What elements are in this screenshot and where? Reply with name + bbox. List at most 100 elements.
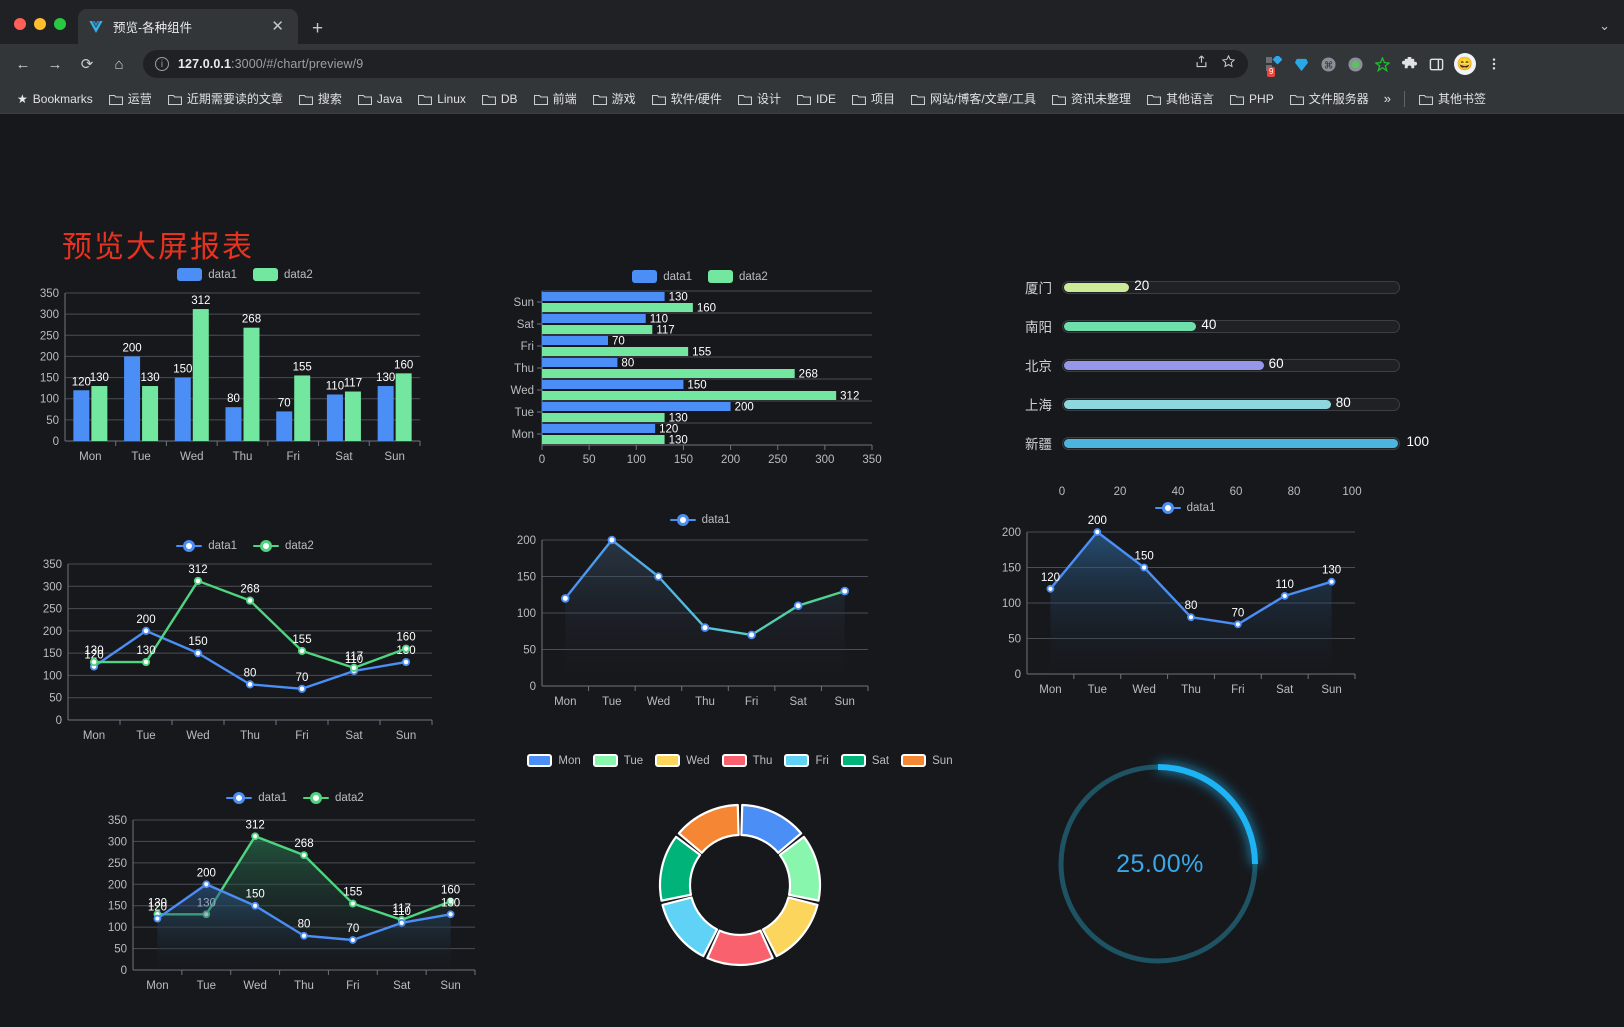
svg-text:200: 200 <box>122 342 141 354</box>
legend-item[interactable]: Tue <box>592 754 643 767</box>
close-tab-button[interactable]: ✕ <box>271 18 284 35</box>
svg-text:50: 50 <box>114 944 127 956</box>
svg-text:80: 80 <box>1185 600 1198 612</box>
star-outline-green-icon[interactable] <box>1373 55 1391 73</box>
bookmark-folder[interactable]: 前端 <box>527 87 584 110</box>
donut-segment[interactable] <box>661 896 719 958</box>
legend-item[interactable]: Mon <box>527 754 581 767</box>
legend-item[interactable]: data1 <box>669 514 730 526</box>
svg-text:70: 70 <box>612 336 625 348</box>
bookmark-folder[interactable]: 运营 <box>102 87 159 110</box>
svg-text:Wed: Wed <box>243 980 266 992</box>
grid-blue-icon[interactable]: 9 <box>1265 55 1283 77</box>
svg-text:60: 60 <box>1230 486 1243 498</box>
legend-item[interactable]: data1 <box>176 540 237 552</box>
svg-text:200: 200 <box>40 351 59 363</box>
bookmark-folder[interactable]: Linux <box>411 89 473 109</box>
url-host: 127.0.0.1 <box>178 57 232 71</box>
svg-text:Fri: Fri <box>346 980 359 992</box>
back-button[interactable]: ← <box>15 55 31 73</box>
chart-area-right: data1 0 50 100 150 200 120 200 150 80 70 110 130 Mon… <box>985 500 1385 715</box>
svg-text:130: 130 <box>148 897 167 909</box>
legend-item[interactable]: data2 <box>708 270 768 283</box>
donut-segment[interactable] <box>706 929 774 967</box>
svg-text:300: 300 <box>815 454 834 466</box>
legend-item[interactable]: data1 <box>632 270 692 283</box>
bookmark-star-icon[interactable] <box>1221 54 1236 74</box>
legend-item[interactable]: Fri <box>784 754 829 767</box>
folder-icon <box>418 93 433 105</box>
bookmark-label: 游戏 <box>611 92 636 106</box>
donut-segment[interactable] <box>740 803 803 854</box>
bookmark-folder[interactable]: IDE <box>790 89 843 109</box>
vue-icon <box>88 19 104 35</box>
reload-button[interactable]: ⟳ <box>80 56 94 73</box>
legend-item[interactable]: Sun <box>901 754 953 767</box>
donut-segment[interactable] <box>761 896 819 958</box>
legend-item[interactable]: data1 <box>226 792 287 804</box>
puzzle-icon[interactable] <box>1400 55 1418 73</box>
svg-text:Tue: Tue <box>515 407 534 419</box>
diamond-icon[interactable] <box>1292 55 1310 73</box>
bookmarks-overflow-button[interactable]: » <box>1383 91 1391 106</box>
bookmark-folder[interactable]: 资讯未整理 <box>1045 87 1138 110</box>
forward-button[interactable]: → <box>47 55 63 73</box>
minimize-window-button[interactable] <box>34 18 46 30</box>
bookmark-folder[interactable]: DB <box>475 89 525 109</box>
legend-item[interactable]: data2 <box>253 268 313 281</box>
legend-swatch <box>721 754 747 767</box>
svg-text:200: 200 <box>197 867 216 879</box>
bookmark-folder[interactable]: 设计 <box>731 87 788 110</box>
bookmark-folder[interactable]: 游戏 <box>586 87 643 110</box>
legend-item[interactable]: data1 <box>177 268 237 281</box>
bookmark-manager-item[interactable]: ★ Bookmarks <box>10 89 100 109</box>
svg-text:117: 117 <box>345 651 363 663</box>
browser-tab[interactable]: 预览-各种组件 ✕ <box>78 9 298 44</box>
svg-text:100: 100 <box>627 454 646 466</box>
svg-text:Sun: Sun <box>440 980 460 992</box>
bookmark-folder[interactable]: 网站/博客/文章/工具 <box>904 87 1043 110</box>
bookmark-folder[interactable]: 软件/硬件 <box>645 87 729 110</box>
bookmark-folder[interactable]: 近期需要读的文章 <box>161 87 290 110</box>
home-button[interactable]: ⌂ <box>114 55 124 73</box>
bookmark-folder[interactable]: 项目 <box>845 87 902 110</box>
donut-segment[interactable] <box>658 835 702 902</box>
other-bookmarks-folder[interactable]: 其他书签 <box>1412 87 1493 110</box>
address-bar[interactable]: i 127.0.0.1:3000/#/chart/preview/9 <box>143 50 1248 78</box>
folder-icon <box>592 93 607 105</box>
maximize-window-button[interactable] <box>54 18 66 30</box>
green-dot-icon[interactable] <box>1346 55 1364 73</box>
svg-text:150: 150 <box>246 889 265 901</box>
legend-item[interactable]: data2 <box>253 540 314 552</box>
bookmark-folder[interactable]: 文件服务器 <box>1283 87 1376 110</box>
site-info-icon[interactable]: i <box>155 57 169 71</box>
bookmark-folder[interactable]: Java <box>351 89 409 109</box>
bookmark-folder[interactable]: PHP <box>1223 89 1281 109</box>
bookmark-label: 项目 <box>870 92 895 106</box>
donut-segment[interactable] <box>677 803 740 854</box>
legend-item[interactable]: Thu <box>721 754 772 767</box>
legend-item[interactable]: data1 <box>1154 502 1215 514</box>
legend-item[interactable]: data2 <box>303 792 364 804</box>
legend-item[interactable]: Sat <box>840 754 889 767</box>
sidepanel-icon[interactable] <box>1427 55 1445 73</box>
chart-line-left: data1 data2 0 50 100 150 200 250 300 350 120 200 1… <box>20 536 470 756</box>
progress-label: 新疆 <box>1025 437 1052 452</box>
kebab-menu-icon[interactable] <box>1485 55 1503 73</box>
legend: data1 data2 <box>85 792 505 804</box>
svg-text:120: 120 <box>148 902 167 914</box>
window-controls[interactable] <box>0 18 78 44</box>
legend-item[interactable]: Wed <box>655 754 710 767</box>
close-window-button[interactable] <box>14 18 26 30</box>
command-circle-icon[interactable]: ⌘ <box>1319 55 1337 73</box>
svg-text:268: 268 <box>242 314 261 326</box>
bookmark-label: IDE <box>815 91 836 106</box>
new-tab-button[interactable]: + <box>312 18 324 39</box>
bookmark-label: 文件服务器 <box>1308 92 1369 106</box>
bookmark-folder[interactable]: 搜索 <box>292 87 349 110</box>
bookmark-folder[interactable]: 其他语言 <box>1140 87 1221 110</box>
share-icon[interactable] <box>1194 54 1209 74</box>
window-menu-button[interactable]: ⌄ <box>1599 18 1610 33</box>
profile-avatar[interactable]: 😄 <box>1454 53 1476 75</box>
donut-segment[interactable] <box>778 835 822 902</box>
